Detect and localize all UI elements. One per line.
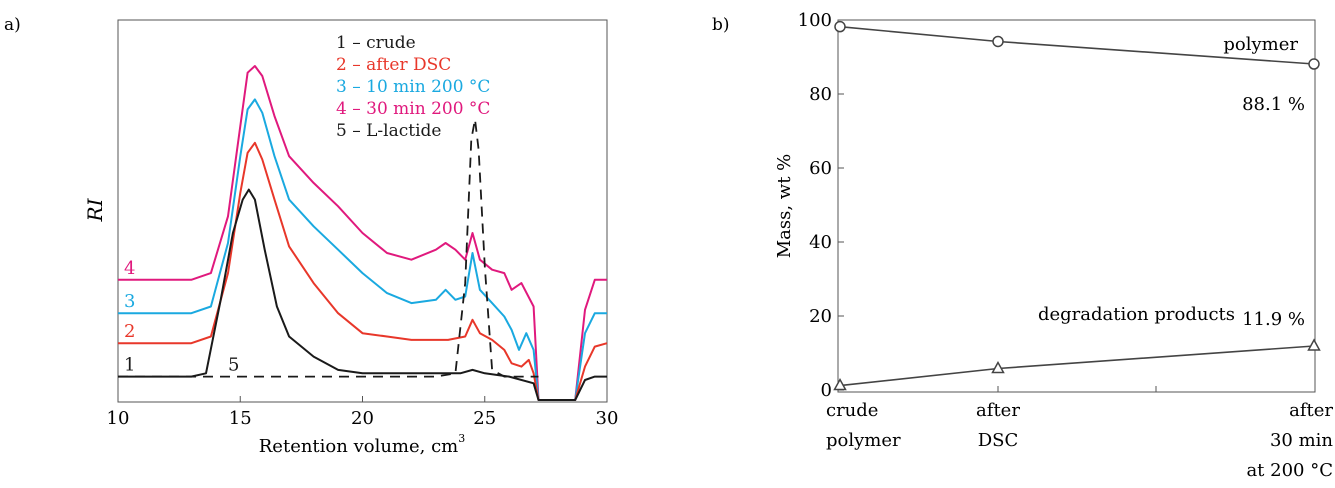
series-line-5 xyxy=(118,118,539,378)
series-label-2: 2 xyxy=(124,321,135,342)
y-tick-label: 0 xyxy=(821,380,832,401)
panel-b-frame xyxy=(837,19,1316,393)
data-point-degradation-products xyxy=(991,360,1005,374)
x-category-label: after xyxy=(976,400,1020,421)
panel-a-label: a) xyxy=(4,15,21,35)
panel-b-series xyxy=(833,20,1321,391)
legend-entry-1: 1 – crude xyxy=(336,33,416,53)
panel-b-label: b) xyxy=(712,15,730,35)
panel-a-y-axis-label: RI xyxy=(83,197,107,222)
x-category-label: at 200 °C xyxy=(1246,460,1333,481)
degradation-final-value-label: 11.9 % xyxy=(1242,309,1305,330)
series-label-1: 1 xyxy=(124,355,135,376)
x-category-label: polymer xyxy=(826,430,901,451)
x-tick-label: 15 xyxy=(229,408,252,429)
series-line-1 xyxy=(118,188,607,401)
x-category-label: after xyxy=(1289,400,1333,421)
y-tick-label: 40 xyxy=(809,232,832,253)
panel-b: b) Mass, wt % 0 20 40 60 80 100 crude polymer af… xyxy=(712,10,1333,481)
panel-a-series-labels: 4 3 2 1 5 xyxy=(124,258,239,376)
x-tick-label: 25 xyxy=(473,408,496,429)
legend-entry-2: 2 – after DSC xyxy=(336,55,451,75)
series-label-5: 5 xyxy=(228,355,239,376)
y-tick-label: 100 xyxy=(798,10,832,31)
x-category-label: DSC xyxy=(978,430,1019,451)
panel-a-series xyxy=(118,65,608,401)
series-name-polymer: polymer xyxy=(1223,34,1298,55)
x-category-label: 30 min xyxy=(1270,430,1333,451)
x-tick-label: 30 xyxy=(596,408,619,429)
panel-a-x-ticks: 10 15 20 25 30 xyxy=(107,396,619,429)
panel-b-y-axis-label: Mass, wt % xyxy=(774,154,795,259)
x-category-label: crude xyxy=(826,400,878,421)
series-name-degradation-products: degradation products xyxy=(1038,304,1235,325)
legend-entry-3: 3 – 10 min 200 °C xyxy=(336,77,490,97)
data-point-degradation-products xyxy=(1307,338,1321,351)
series-label-3: 3 xyxy=(124,291,135,312)
x-tick-label: 10 xyxy=(107,408,130,429)
y-tick-label: 20 xyxy=(809,306,832,327)
series-line-3 xyxy=(118,98,607,401)
data-point-polymer xyxy=(1308,58,1320,70)
panel-b-ticks: 0 20 40 60 80 100 crude polymer after DSC after 30 … xyxy=(798,10,1334,481)
y-tick-label: 80 xyxy=(809,84,832,105)
panel-a: a) RI Retention volume, cm3 10 15 20 25 30 4… xyxy=(4,15,618,457)
legend-entry-4: 4 – 30 min 200 °C xyxy=(336,99,490,119)
series-label-4: 4 xyxy=(124,258,135,279)
series-line-degradation-products xyxy=(839,345,1315,387)
legend-entry-5: 5 – L-lactide xyxy=(336,121,441,141)
data-point-polymer xyxy=(992,35,1004,48)
x-tick-label: 20 xyxy=(351,408,374,429)
data-point-polymer xyxy=(834,20,846,33)
polymer-final-value-label: 88.1 % xyxy=(1242,94,1305,115)
series-line-2 xyxy=(118,141,608,401)
y-tick-label: 60 xyxy=(809,158,832,179)
data-point-degradation-products xyxy=(833,378,847,391)
panel-a-x-axis-label: Retention volume, cm3 xyxy=(259,432,466,457)
